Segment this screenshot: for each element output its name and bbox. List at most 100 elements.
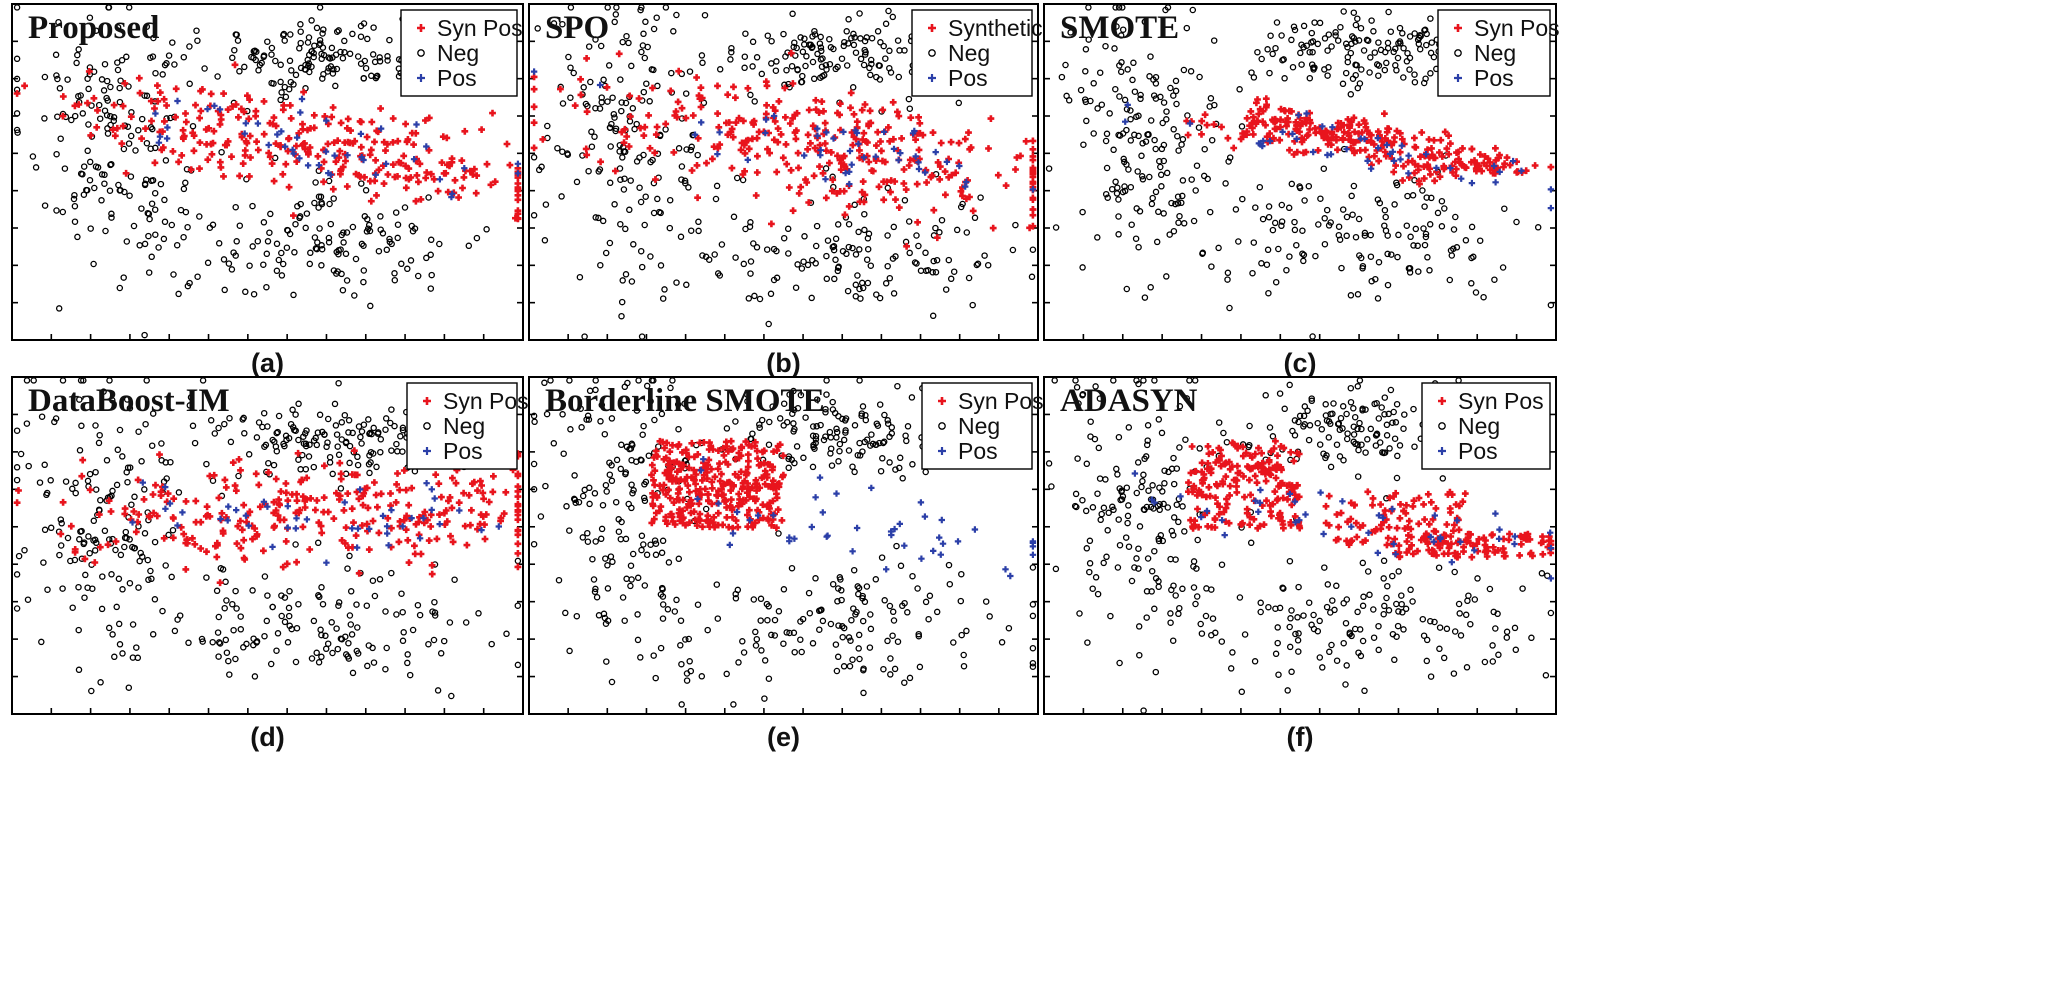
neg-point <box>1175 610 1182 618</box>
syn-point <box>121 80 129 87</box>
neg-point <box>757 595 765 603</box>
neg-point <box>913 232 920 239</box>
neg-point <box>606 471 614 478</box>
syn-point <box>791 129 799 136</box>
neg-point <box>1141 294 1149 301</box>
neg-point <box>585 43 593 50</box>
neg-point <box>1278 201 1286 209</box>
neg-point <box>1215 244 1222 252</box>
series-pos <box>1122 101 1555 212</box>
neg-point <box>793 44 800 52</box>
syn-point <box>1263 101 1270 109</box>
syn-point <box>728 506 736 514</box>
neg-point <box>658 410 666 418</box>
neg-point <box>1107 612 1114 620</box>
neg-point <box>1142 453 1150 460</box>
neg-point <box>325 234 333 242</box>
neg-point <box>1241 631 1249 638</box>
syn-point <box>768 220 775 228</box>
neg-point <box>727 56 734 63</box>
syn-point <box>353 471 361 479</box>
syn-point <box>1322 127 1329 135</box>
neg-point <box>1316 654 1324 661</box>
neg-point <box>370 659 378 666</box>
neg-point <box>1273 19 1281 26</box>
syn-point <box>769 477 777 485</box>
neg-point <box>922 249 929 257</box>
neg-point <box>1464 597 1471 605</box>
neg-point <box>1091 435 1099 443</box>
neg-point <box>922 468 929 476</box>
syn-point <box>334 137 342 145</box>
neg-point <box>333 625 340 632</box>
neg-point <box>1138 483 1145 491</box>
neg-point <box>758 416 766 424</box>
syn-point <box>468 506 475 514</box>
pos-point <box>384 530 391 537</box>
syn-point <box>350 519 357 526</box>
syn-point <box>735 114 743 122</box>
neg-point <box>770 276 778 284</box>
neg-point <box>1246 441 1253 449</box>
neg-point <box>1289 63 1297 71</box>
syn-point <box>247 154 254 161</box>
neg-point <box>281 594 289 601</box>
syn-point <box>653 492 660 499</box>
neg-point <box>687 146 695 154</box>
pos-point <box>1547 204 1555 212</box>
neg-point <box>1251 658 1259 665</box>
neg-point <box>160 235 168 243</box>
neg-point <box>1352 21 1360 29</box>
neg-point <box>648 377 656 384</box>
syn-point <box>1366 130 1373 138</box>
neg-point <box>711 251 718 258</box>
syn-point <box>428 561 436 569</box>
syn-point <box>763 82 771 90</box>
neg-point <box>1012 221 1019 229</box>
neg-point <box>110 114 118 121</box>
syn-point <box>224 106 232 113</box>
neg-point <box>1117 32 1125 39</box>
neg-point <box>404 265 411 273</box>
syn-point <box>1441 128 1449 136</box>
pos-point <box>211 102 218 109</box>
neg-point <box>1372 432 1380 439</box>
neg-point <box>127 173 135 180</box>
syn-point <box>447 532 454 540</box>
pos-point <box>241 130 248 137</box>
syn-point <box>936 163 944 170</box>
neg-point <box>1029 644 1037 652</box>
syn-point <box>648 461 656 469</box>
neg-point <box>269 436 276 444</box>
neg-point <box>704 626 711 634</box>
neg-point <box>1300 612 1307 619</box>
neg-point <box>1291 226 1299 234</box>
neg-point <box>839 415 846 423</box>
neg-point <box>427 285 435 292</box>
syn-point <box>461 127 469 135</box>
syn-point <box>744 463 752 471</box>
pos-point <box>1319 123 1326 130</box>
neg-point <box>1135 243 1142 251</box>
neg-point <box>930 257 937 265</box>
syn-point <box>1277 443 1285 450</box>
neg-point <box>805 41 813 48</box>
neg-point <box>347 588 355 595</box>
syn-point <box>822 194 830 202</box>
neg-point <box>176 612 184 619</box>
neg-point <box>264 38 271 45</box>
pos-point <box>896 520 903 528</box>
syn-point <box>187 166 195 174</box>
neg-point <box>1192 187 1199 194</box>
syn-point <box>1276 136 1283 144</box>
neg-point <box>514 557 522 565</box>
neg-point <box>1146 173 1153 181</box>
syn-point <box>344 115 352 123</box>
legend-box <box>921 382 1033 470</box>
neg-point <box>434 687 442 694</box>
neg-point <box>349 223 357 231</box>
neg-point <box>1263 261 1271 268</box>
neg-point <box>1388 251 1395 258</box>
neg-point <box>1179 136 1187 143</box>
neg-point <box>1218 561 1226 568</box>
